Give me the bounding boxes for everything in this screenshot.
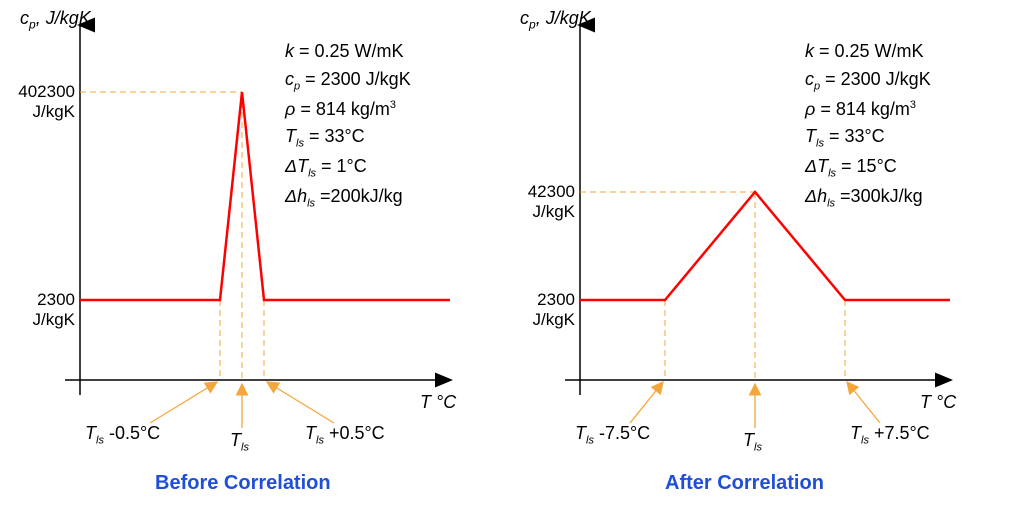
leader-right — [847, 382, 880, 423]
param-list: k = 0.25 W/mKcp = 2300 J/kgKρ = 814 kg/m… — [805, 38, 931, 212]
xtick-mid: Tls — [743, 430, 762, 454]
leader-right — [267, 382, 334, 423]
leader-left — [150, 382, 217, 423]
xtick-right: Tls +0.5°C — [305, 423, 385, 447]
chart-before — [20, 10, 500, 440]
caption: After Correlation — [665, 472, 824, 495]
ytick-peak: 42300J/kgK — [528, 182, 575, 221]
param-list: k = 0.25 W/mKcp = 2300 J/kgKρ = 814 kg/m… — [285, 38, 411, 212]
xtick-right: Tls +7.5°C — [850, 423, 930, 447]
x-axis-label: T °C — [920, 392, 956, 413]
y-axis-label: cp, J/kgK — [20, 8, 91, 32]
panel-after: cp, J/kgK T °C 42300J/kgK 2300J/kgK k = … — [520, 10, 1000, 510]
x-axis-label: T °C — [420, 392, 456, 413]
ytick-base: 2300J/kgK — [32, 290, 75, 329]
panel-before: cp, J/kgK T °C 402300J/kgK 2300J/kgK k =… — [20, 10, 500, 510]
leader-left — [630, 382, 663, 423]
xtick-mid: Tls — [230, 430, 249, 454]
xtick-left: Tls -0.5°C — [85, 423, 160, 447]
ytick-peak: 402300J/kgK — [18, 82, 75, 121]
xtick-left: Tls -7.5°C — [575, 423, 650, 447]
ytick-base: 2300J/kgK — [532, 290, 575, 329]
y-axis-label: cp, J/kgK — [520, 8, 591, 32]
caption: Before Correlation — [155, 472, 331, 495]
